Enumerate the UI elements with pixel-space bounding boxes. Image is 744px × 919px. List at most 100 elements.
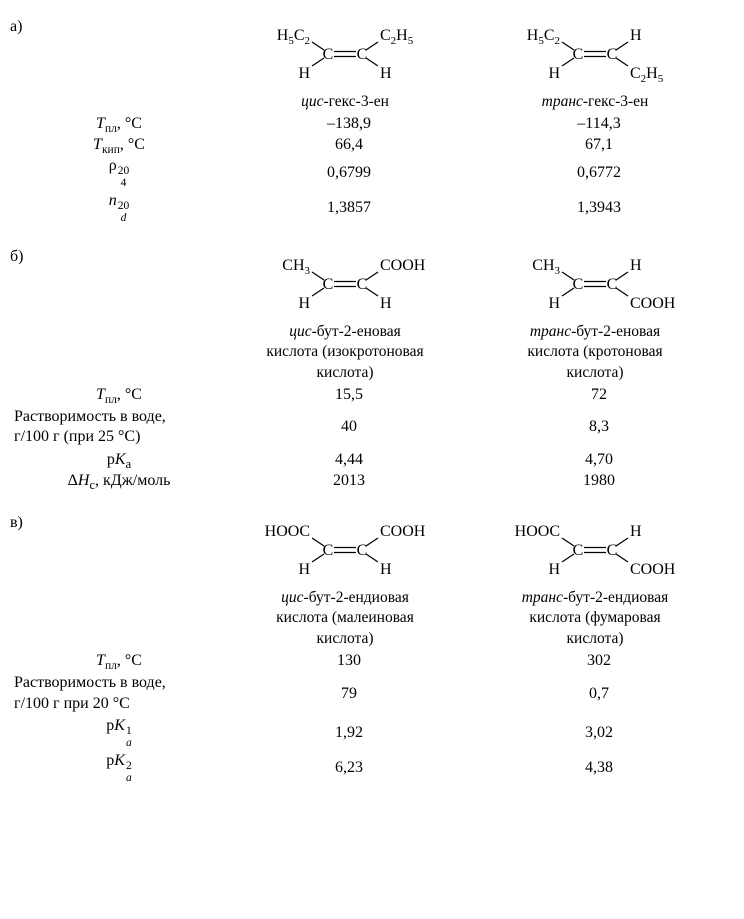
cis-value: 40 [224, 418, 474, 436]
cis-value: 2013 [224, 472, 474, 490]
trans-structure: C C H5​C2​ H H C2​H5​ транс-гекс-3-ен [470, 18, 720, 112]
section-tag: а) [10, 18, 40, 36]
trans-value: 4,38 [474, 759, 724, 777]
svg-text:H: H [298, 561, 310, 578]
section-tag: б) [10, 248, 40, 266]
svg-text:C: C [323, 542, 334, 559]
trans-value: 3,02 [474, 724, 724, 742]
trans-structure: C C CH3​ H H COOH транс-бут-2-еноваякисл… [470, 248, 720, 382]
svg-text:C: C [357, 542, 368, 559]
cis-value: 15,5 [224, 386, 474, 404]
svg-text:COOH: COOH [380, 257, 426, 274]
cis-value: 0,6799 [224, 164, 474, 182]
svg-text:H5​C2​: H5​C2​ [277, 27, 310, 47]
svg-text:H: H [548, 561, 560, 578]
svg-text:C: C [573, 46, 584, 63]
svg-text:HOOC: HOOC [515, 523, 560, 540]
trans-name: транс-бут-2-еноваякислота (кротоноваякис… [470, 322, 720, 382]
section-tag: в) [10, 514, 40, 532]
property-label: n20d [10, 192, 224, 224]
property-row: Tпл, °C–138,9–114,3 [10, 115, 734, 133]
svg-text:C: C [323, 46, 334, 63]
svg-text:C: C [357, 276, 368, 293]
trans-value: 1980 [474, 472, 724, 490]
svg-text:H: H [630, 27, 642, 44]
trans-value: 0,7 [474, 685, 724, 703]
property-row: Растворимость в воде,г/100 г при 20 °C79… [10, 673, 734, 715]
svg-text:CH3​: CH3​ [282, 257, 310, 277]
svg-text:C: C [573, 276, 584, 293]
property-row: pK2a6,234,38 [10, 752, 734, 784]
trans-value: 302 [474, 652, 724, 670]
property-label: Tкип, °C [10, 136, 224, 154]
trans-value: 0,6772 [474, 164, 724, 182]
cis-value: –138,9 [224, 115, 474, 133]
cis-name: цис-бут-2-ендиоваякислота (малеиноваякис… [220, 588, 470, 648]
property-label: ΔHc, кДж/моль [10, 472, 224, 490]
property-label: Tпл, °C [10, 652, 224, 670]
svg-text:CH3​: CH3​ [532, 257, 560, 277]
svg-text:C: C [607, 276, 618, 293]
section-a: а) C C H5​C2​ H C2​H5​ H цис-гекс-3-ен C… [10, 18, 734, 224]
svg-text:C: C [607, 46, 618, 63]
cis-value: 1,92 [224, 724, 474, 742]
property-label: pK1a [10, 717, 224, 749]
property-label: ρ204 [10, 157, 224, 189]
cis-value: 4,44 [224, 451, 474, 469]
svg-text:H5​C2​: H5​C2​ [527, 27, 560, 47]
property-row: pKa4,444,70 [10, 451, 734, 469]
svg-text:H: H [298, 65, 310, 82]
trans-name: транс-бут-2-ендиоваякислота (фумароваяки… [470, 588, 720, 648]
cis-structure: C C CH3​ H COOH H цис-бут-2-еноваякислот… [220, 248, 470, 382]
svg-text:COOH: COOH [630, 561, 676, 578]
svg-text:C2​H5​: C2​H5​ [380, 27, 414, 47]
property-label: Растворимость в воде,г/100 г (при 25 °C) [10, 407, 224, 449]
svg-text:H: H [630, 523, 642, 540]
svg-text:COOH: COOH [380, 523, 426, 540]
cis-structure: C C H5​C2​ H C2​H5​ H цис-гекс-3-ен [220, 18, 470, 112]
svg-text:C: C [607, 542, 618, 559]
svg-text:H: H [630, 257, 642, 274]
svg-text:HOOC: HOOC [265, 523, 310, 540]
svg-text:H: H [548, 295, 560, 312]
svg-text:C2​H5​: C2​H5​ [630, 65, 664, 85]
svg-text:H: H [380, 65, 392, 82]
trans-value: –114,3 [474, 115, 724, 133]
property-row: Tпл, °C130302 [10, 652, 734, 670]
property-row: ρ2040,67990,6772 [10, 157, 734, 189]
property-row: Tкип, °C66,467,1 [10, 136, 734, 154]
svg-text:H: H [380, 561, 392, 578]
trans-name: транс-гекс-3-ен [470, 92, 720, 112]
property-row: pK1a1,923,02 [10, 717, 734, 749]
cis-value: 79 [224, 685, 474, 703]
property-label: Растворимость в воде,г/100 г при 20 °C [10, 673, 224, 715]
property-label: Tпл, °C [10, 386, 224, 404]
cis-name: цис-гекс-3-ен [220, 92, 470, 112]
svg-text:COOH: COOH [630, 295, 676, 312]
property-label: pK2a [10, 752, 224, 784]
cis-name: цис-бут-2-еноваякислота (изокротоноваяки… [220, 322, 470, 382]
property-row: Tпл, °C15,572 [10, 386, 734, 404]
property-row: ΔHc, кДж/моль20131980 [10, 472, 734, 490]
section-c: в) C C HOOC H COOH H цис-бут-2-ендиоваяк… [10, 514, 734, 784]
cis-value: 1,3857 [224, 199, 474, 217]
svg-text:H: H [298, 295, 310, 312]
svg-text:H: H [380, 295, 392, 312]
property-label: pKa [10, 451, 224, 469]
cis-value: 66,4 [224, 136, 474, 154]
cis-structure: C C HOOC H COOH H цис-бут-2-ендиоваякисл… [220, 514, 470, 648]
trans-value: 72 [474, 386, 724, 404]
trans-value: 67,1 [474, 136, 724, 154]
svg-text:C: C [573, 542, 584, 559]
cis-value: 6,23 [224, 759, 474, 777]
section-b: б) C C CH3​ H COOH H цис-бут-2-еноваякис… [10, 248, 734, 490]
property-row: Растворимость в воде,г/100 г (при 25 °C)… [10, 407, 734, 449]
svg-text:C: C [323, 276, 334, 293]
cis-value: 130 [224, 652, 474, 670]
property-label: Tпл, °C [10, 115, 224, 133]
trans-value: 4,70 [474, 451, 724, 469]
property-row: n20d1,38571,3943 [10, 192, 734, 224]
svg-text:C: C [357, 46, 368, 63]
trans-structure: C C HOOC H H COOH транс-бут-2-ендиоваяки… [470, 514, 720, 648]
trans-value: 1,3943 [474, 199, 724, 217]
